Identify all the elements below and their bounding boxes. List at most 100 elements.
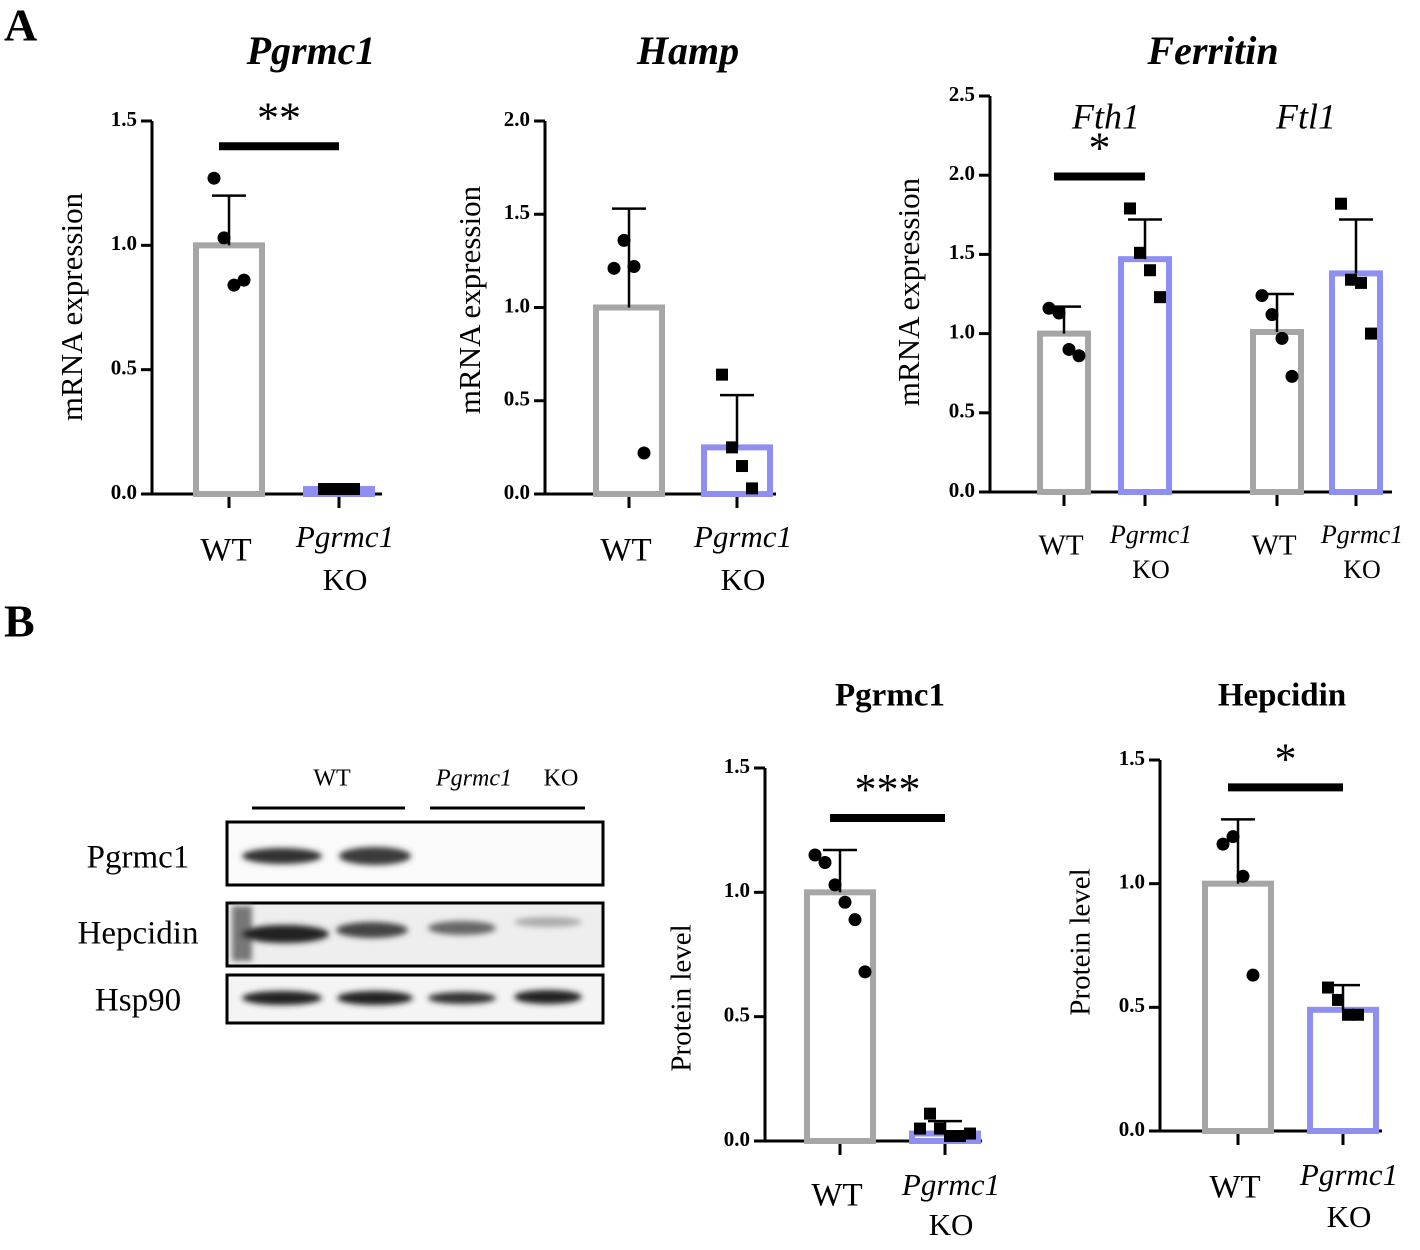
y-axis-label: mRNA expression [452, 185, 487, 414]
x-tick-label: WT [200, 533, 251, 569]
bar [1329, 270, 1383, 495]
data-point [237, 273, 251, 287]
y-tick-label: 2.5 [949, 82, 975, 106]
data-point [1072, 349, 1086, 363]
x-tick-label: WT [600, 533, 651, 569]
y-tick-label: 1.0 [949, 319, 975, 343]
bar [593, 304, 665, 497]
data-point [1345, 273, 1357, 286]
x-tick-label: WT [1038, 530, 1083, 562]
chart-title: Pgrmc1 [835, 678, 945, 714]
y-tick-label: 0.5 [111, 355, 137, 379]
data-point [1255, 289, 1269, 303]
x-tick-label: Pgrmc1 [901, 1167, 1000, 1202]
data-point [1144, 264, 1156, 277]
y-tick-label: 0.0 [724, 1127, 750, 1151]
y-axis-label: Protein level [666, 924, 698, 1071]
data-point [1216, 837, 1230, 851]
data-point [808, 848, 822, 862]
y-tick-label: 2.0 [504, 107, 530, 131]
data-point [1285, 369, 1299, 383]
data-point [828, 878, 842, 892]
y-tick-label: 0.5 [504, 387, 530, 411]
western-blot: WT Pgrmc1 KO Pgrmc1 Hepcidin Hsp90 [78, 766, 605, 1025]
data-point [1275, 331, 1289, 345]
bands [232, 847, 582, 1005]
bar [1250, 329, 1304, 495]
y-axis-label: mRNA expression [891, 177, 926, 406]
y-tick-label: 0.0 [1119, 1117, 1145, 1141]
x-tick-label: KO [721, 562, 766, 597]
x-tick-label: Pgrmc1 [1320, 520, 1403, 549]
data-point [207, 171, 221, 185]
bar [804, 889, 876, 1144]
lane-label: Pgrmc1 [435, 766, 512, 792]
data-point [736, 460, 748, 473]
row-label: Pgrmc1 [87, 840, 190, 876]
data-point [637, 446, 651, 460]
data-point [954, 1130, 966, 1143]
chart-title: Hamp [636, 28, 739, 73]
y-tick-label: 0.5 [1119, 993, 1145, 1017]
bar [193, 242, 265, 497]
y-tick-label: 2.0 [949, 161, 975, 185]
significance-label: *** [855, 765, 921, 814]
data-point [338, 483, 350, 496]
data-point [1332, 993, 1344, 1006]
group-label: Ftl1 [1275, 96, 1336, 136]
y-tick-label: 1.5 [504, 200, 530, 224]
x-tick-label: KO [323, 562, 368, 597]
lane-label: KO [544, 766, 579, 792]
data-point [838, 895, 852, 909]
x-tick-label: KO [1132, 555, 1170, 584]
data-point [1042, 301, 1056, 315]
row-label: Hsp90 [95, 983, 181, 1019]
bar [1202, 880, 1274, 1135]
y-tick-label: 0.0 [504, 480, 530, 504]
data-point [217, 231, 231, 245]
row-label: Hepcidin [78, 916, 199, 952]
chart-title: Ferritin [1146, 28, 1278, 73]
data-point [1335, 197, 1347, 210]
x-tick-label: Pgrmc1 [295, 519, 394, 554]
y-tick-label: 0.5 [949, 399, 975, 423]
data-point [1322, 981, 1334, 994]
panel-label: B [4, 596, 35, 647]
data-point [848, 913, 862, 927]
data-point [348, 483, 360, 496]
y-tick-label: 1.5 [111, 107, 137, 131]
data-point [627, 259, 641, 273]
y-tick-label: 1.0 [111, 231, 137, 255]
y-tick-label: 0.0 [111, 480, 137, 504]
chart: Pgrmc1 Protein level 0.0 0.5 1.0 1.5 WT Pgrmc1 K… [666, 678, 1000, 1243]
data-point [934, 1122, 946, 1135]
x-tick-label: KO [1343, 555, 1381, 584]
data-point [1236, 869, 1250, 883]
x-tick-label: Pgrmc1 [693, 519, 792, 554]
chart-title: Hepcidin [1218, 678, 1346, 714]
significance-label: * [1089, 124, 1111, 173]
y-axis-label: mRNA expression [54, 192, 89, 421]
x-tick-label: KO [929, 1207, 974, 1242]
lane-label: WT [313, 766, 351, 792]
data-point [1355, 276, 1367, 289]
data-point [1246, 968, 1260, 982]
data-point [1062, 342, 1076, 356]
data-point [328, 483, 340, 496]
data-point [617, 233, 631, 247]
y-tick-label: 1.0 [724, 878, 750, 902]
chart: Ferritin mRNA expression 0.0 0.5 1.0 1.5 2.0 2.… [891, 28, 1403, 584]
data-point [1154, 291, 1166, 304]
y-axis-label: Protein level [1065, 868, 1097, 1015]
panel-label: A [4, 0, 37, 51]
data-point [924, 1107, 936, 1120]
y-tick-label: 1.0 [504, 293, 530, 317]
y-tick-label: 0.5 [724, 1002, 750, 1026]
data-point [746, 482, 758, 495]
data-point [964, 1127, 976, 1140]
chart: Pgrmc1 mRNA expression 0.0 0.5 1.0 1.5 WT Pgrmc… [54, 28, 394, 597]
y-tick-label: 0.0 [949, 478, 975, 502]
data-point [726, 441, 738, 454]
